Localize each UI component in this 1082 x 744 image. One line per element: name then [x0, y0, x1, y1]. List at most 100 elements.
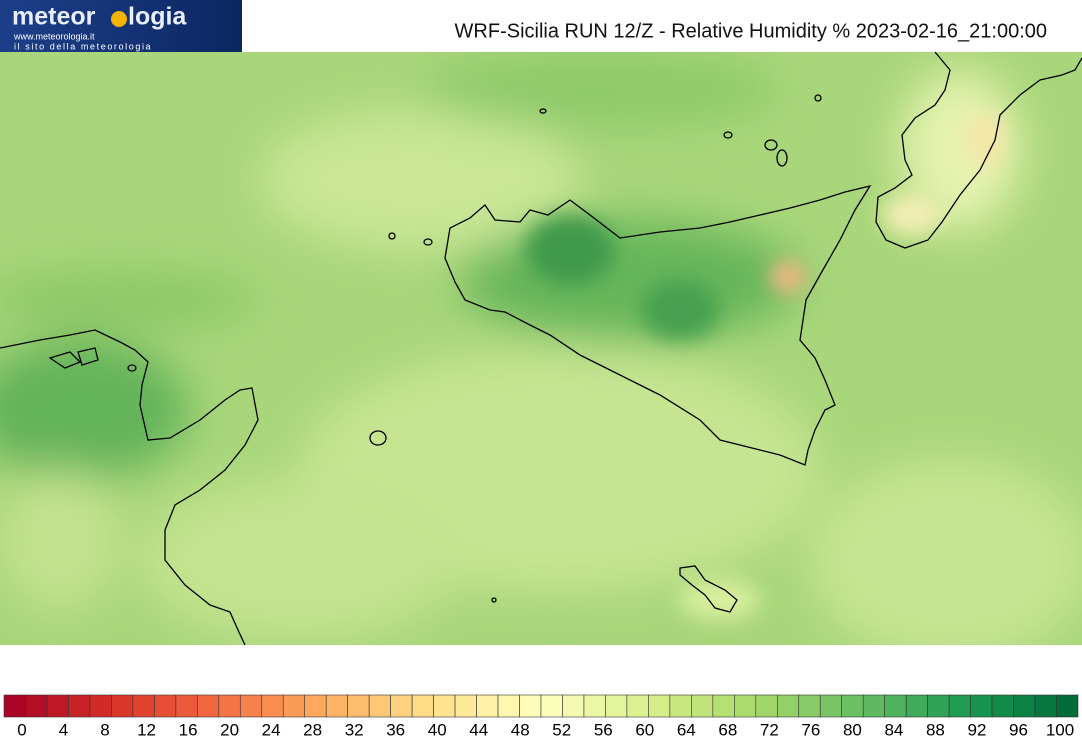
colorbar-box: [282, 694, 306, 718]
colorbar-box: [948, 694, 971, 718]
colorbar-tick-label: 68: [718, 720, 737, 739]
colorbar-tick-label: 36: [386, 720, 405, 739]
colorbar-box: [433, 694, 456, 718]
colorbar-box: [691, 694, 714, 718]
colorbar-box: [819, 694, 843, 718]
colorbar-tick-label: 96: [1009, 720, 1028, 739]
malta: [679, 565, 738, 613]
colorbar-box: [905, 694, 928, 718]
colorbar-box: [626, 694, 649, 718]
colorbar-box: [454, 694, 477, 718]
colorbar-box: [562, 694, 585, 718]
colorbar-tick-label: 52: [552, 720, 571, 739]
colorbar-tick-label: 88: [926, 720, 945, 739]
colorbar-box: [712, 694, 735, 718]
colorbar-box: [25, 694, 48, 718]
colorbar-box: [970, 694, 993, 718]
colorbar-box: [89, 694, 112, 718]
colorbar-tick-label: 0: [17, 720, 26, 739]
colorbar-tick-label: 48: [511, 720, 530, 739]
ustica: [539, 108, 547, 114]
aeolian-island: [814, 94, 822, 102]
colorbar-box: [197, 694, 220, 718]
colorbar-box: [154, 694, 177, 718]
colorbar-tick-label: 24: [262, 720, 281, 739]
colorbar-tick-label: 4: [59, 720, 68, 739]
islet: [127, 364, 137, 372]
colorbar-tick-label: 32: [345, 720, 364, 739]
sicily-coast: [444, 184, 872, 466]
calabria-coast: [875, 51, 1082, 249]
colorbar-tick-label: 12: [137, 720, 156, 739]
colorbar-box: [1013, 694, 1036, 718]
colorbar-box: [669, 694, 692, 718]
colorbar-tick-label: 76: [801, 720, 820, 739]
egadi-island: [388, 232, 396, 240]
colorbar-box: [239, 694, 263, 718]
islet: [491, 597, 497, 603]
coastlines: [0, 51, 1082, 646]
colorbar-box: [390, 694, 413, 718]
gulf-island: [77, 347, 99, 366]
colorbar-box: [304, 694, 327, 718]
colorbar-box: [583, 694, 606, 718]
colorbar-tick-label: 56: [594, 720, 613, 739]
colorbar-box: [46, 694, 69, 718]
colorbar-box: [68, 694, 91, 718]
colorbar-box: [175, 694, 198, 718]
colorbar-box: [1056, 694, 1079, 718]
colorbar-box: [476, 694, 499, 718]
colorbar-tick-label: 28: [303, 720, 322, 739]
colorbar-box: [755, 694, 778, 718]
colorbar-tick-label: 8: [100, 720, 109, 739]
colorbar-box: [261, 694, 284, 718]
map-title: WRF-Sicilia RUN 12/Z - Relative Humidity…: [455, 20, 1047, 42]
colorbar-tick-label: 20: [220, 720, 239, 739]
colorbar-box: [648, 694, 671, 718]
colorbar-box: [111, 694, 134, 718]
colorbar-tick-label: 44: [469, 720, 488, 739]
colorbar-tick-label: 72: [760, 720, 779, 739]
colorbar-tick-label: 64: [677, 720, 696, 739]
colorbar-box: [927, 694, 950, 718]
cap-bon-lake: [48, 351, 82, 369]
colorbar-box: [862, 694, 885, 718]
colorbar-box: [884, 694, 907, 718]
colorbar-box: [519, 694, 542, 718]
colorbar-box: [841, 694, 864, 718]
colorbar-box: [368, 694, 391, 718]
colorbar-tick-label: 16: [179, 720, 198, 739]
colorbar-box: [991, 694, 1014, 718]
colorbar-tick-label: 92: [967, 720, 986, 739]
logo-tagline: il sito della meteorologia: [14, 41, 152, 51]
pantelleria: [369, 430, 387, 446]
logo-name-right: logia: [128, 3, 187, 31]
colorbar-box: [734, 694, 757, 718]
colorbar-tick-label: 60: [635, 720, 654, 739]
colorbar-box: [776, 694, 800, 718]
colorbar-tick-label: 80: [843, 720, 862, 739]
colorbar: 0 4 8 12 16 20 24 28 32 36 40 44 48 52 56 60 64 68 72 76 80 8…: [3, 694, 1079, 739]
logo-sun: [111, 11, 127, 27]
aeolian-island: [764, 139, 778, 151]
logo-name-left: meteor: [12, 3, 96, 31]
egadi-island: [423, 238, 433, 246]
aeolian-island: [776, 149, 788, 167]
colorbar-box: [132, 694, 155, 718]
aeolian-island: [723, 131, 733, 139]
humidity-field: [0, 52, 1082, 645]
colorbar-tick-label: 84: [884, 720, 903, 739]
colorbar-box: [798, 694, 821, 718]
colorbar-box: [325, 694, 348, 718]
colorbar-box: [1034, 694, 1057, 718]
colorbar-box: [605, 694, 628, 718]
colorbar-tick-label: 40: [428, 720, 447, 739]
colorbar-box: [218, 694, 241, 718]
logo-url: www.meteorologia.it: [13, 31, 95, 41]
colorbar-box: [3, 694, 26, 718]
colorbar-box: [347, 694, 370, 718]
colorbar-box: [497, 694, 520, 718]
colorbar-tick-label: 100: [1046, 720, 1074, 739]
